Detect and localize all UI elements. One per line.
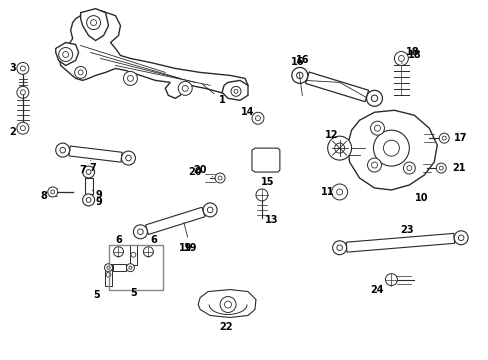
Circle shape [61,49,76,62]
Circle shape [86,15,101,30]
Circle shape [84,15,101,31]
Text: 23: 23 [400,225,413,235]
Circle shape [394,51,407,66]
Text: 1: 1 [202,84,225,105]
Text: 19: 19 [178,243,192,253]
Text: 9: 9 [95,190,102,200]
Circle shape [215,173,224,183]
Text: 7: 7 [89,163,96,173]
Polygon shape [198,289,255,318]
Circle shape [113,247,123,257]
Circle shape [331,184,347,200]
Polygon shape [347,110,436,190]
Text: 8: 8 [40,191,47,201]
Polygon shape [305,72,368,102]
Circle shape [255,189,267,201]
Circle shape [75,67,86,78]
Text: 3: 3 [9,63,16,73]
Circle shape [438,133,448,143]
Circle shape [104,264,112,272]
Text: 5: 5 [93,289,100,300]
Polygon shape [56,42,79,66]
Polygon shape [59,11,247,98]
Circle shape [143,247,153,257]
Circle shape [435,163,446,173]
Text: 6: 6 [150,235,157,245]
Text: 20: 20 [193,165,212,177]
Bar [108,245,163,289]
Text: 13: 13 [264,215,278,225]
Text: 11: 11 [320,187,334,197]
Circle shape [220,297,236,312]
Polygon shape [84,178,92,194]
Text: 16: 16 [290,58,304,95]
Circle shape [251,112,264,124]
Circle shape [385,274,397,285]
Text: 16: 16 [295,55,309,66]
Circle shape [82,166,94,178]
Circle shape [370,121,384,135]
Circle shape [178,81,192,95]
Text: 14: 14 [241,107,254,117]
Text: 12: 12 [324,130,338,140]
Circle shape [203,203,217,217]
Polygon shape [145,207,204,234]
Text: 2: 2 [9,127,16,137]
Circle shape [230,86,241,96]
Bar [105,264,112,285]
Polygon shape [69,146,122,162]
Circle shape [367,158,381,172]
Circle shape [17,122,29,134]
Text: 7: 7 [79,160,91,175]
Text: 19: 19 [183,222,197,253]
Circle shape [48,187,58,197]
Circle shape [123,71,137,85]
Text: 21: 21 [451,163,465,173]
Circle shape [291,67,307,84]
Text: 15: 15 [261,177,274,187]
Circle shape [327,136,351,160]
Circle shape [366,90,382,106]
Text: 18: 18 [401,50,420,63]
Polygon shape [81,9,108,41]
Circle shape [133,225,147,239]
Text: 17: 17 [453,133,467,143]
Bar [130,245,137,265]
Circle shape [373,130,408,166]
Circle shape [332,241,346,255]
Text: 9: 9 [92,190,102,207]
Text: 10: 10 [414,193,427,203]
Text: 6: 6 [115,235,122,245]
Circle shape [17,86,29,98]
Circle shape [17,62,29,75]
Text: 5: 5 [130,288,137,298]
Circle shape [59,48,73,62]
Text: 18: 18 [405,48,418,58]
Circle shape [453,231,467,245]
Circle shape [403,162,414,174]
Polygon shape [251,148,279,172]
Circle shape [121,151,135,165]
Polygon shape [222,80,247,100]
Text: 22: 22 [219,323,232,332]
Text: 20: 20 [188,167,202,177]
Polygon shape [346,233,454,252]
Circle shape [82,194,94,206]
Circle shape [126,264,134,272]
Text: 24: 24 [370,284,384,294]
Polygon shape [112,264,126,271]
Circle shape [56,143,69,157]
